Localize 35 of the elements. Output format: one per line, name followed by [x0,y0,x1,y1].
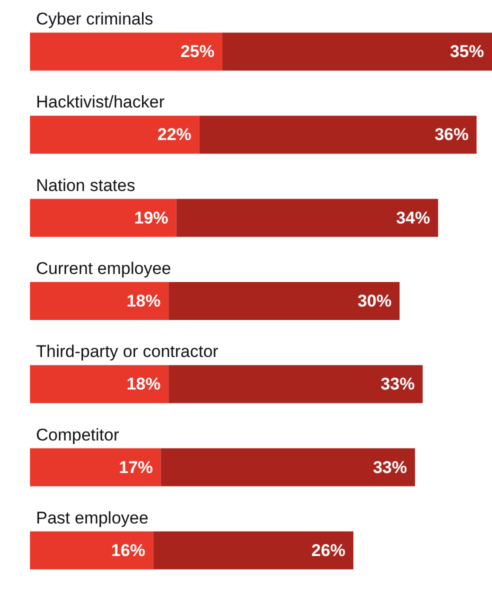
y-tick-label: Current employee [36,259,172,278]
bar [168,282,400,320]
data-label: 25% [180,42,214,62]
y-tick-label: Competitor [36,425,120,444]
bar [160,448,415,486]
data-label: 26% [311,540,346,560]
data-label: 33% [380,374,415,394]
data-label: 16% [111,540,146,560]
data-label: 18% [126,374,161,394]
bar [30,365,169,404]
data-label: 35% [450,42,484,62]
data-label: 30% [358,292,392,310]
y-tick-label: Nation states [36,176,136,195]
bar [30,531,154,570]
bar [30,198,176,237]
bar [222,32,492,71]
data-label: 33% [372,458,407,477]
bar [176,198,438,237]
data-label: 22% [157,125,192,144]
data-label: 19% [134,208,168,228]
bar [30,116,200,154]
bar [30,282,169,320]
y-tick-label: Third-party or contractor [36,342,219,362]
data-label: 34% [396,208,430,228]
y-tick-label: Cyber criminals [36,10,154,29]
data-label: 18% [126,292,161,310]
y-tick-label: Past employee [36,508,148,528]
bar [153,531,354,570]
bar [30,32,222,71]
bar [168,365,423,404]
data-label: 17% [118,458,153,477]
bar [30,448,161,486]
bar [199,116,477,154]
data-label: 36% [434,125,469,144]
y-tick-label: Hacktivist/hacker [36,92,165,112]
